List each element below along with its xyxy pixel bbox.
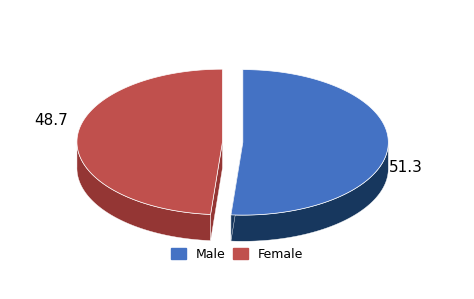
- Polygon shape: [231, 142, 243, 241]
- Polygon shape: [210, 142, 222, 241]
- Polygon shape: [77, 69, 222, 214]
- Polygon shape: [77, 141, 210, 241]
- Polygon shape: [231, 141, 388, 241]
- Text: 51.3: 51.3: [389, 160, 423, 175]
- Polygon shape: [231, 70, 388, 215]
- Legend: Male, Female: Male, Female: [167, 244, 307, 264]
- Text: 48.7: 48.7: [34, 113, 68, 128]
